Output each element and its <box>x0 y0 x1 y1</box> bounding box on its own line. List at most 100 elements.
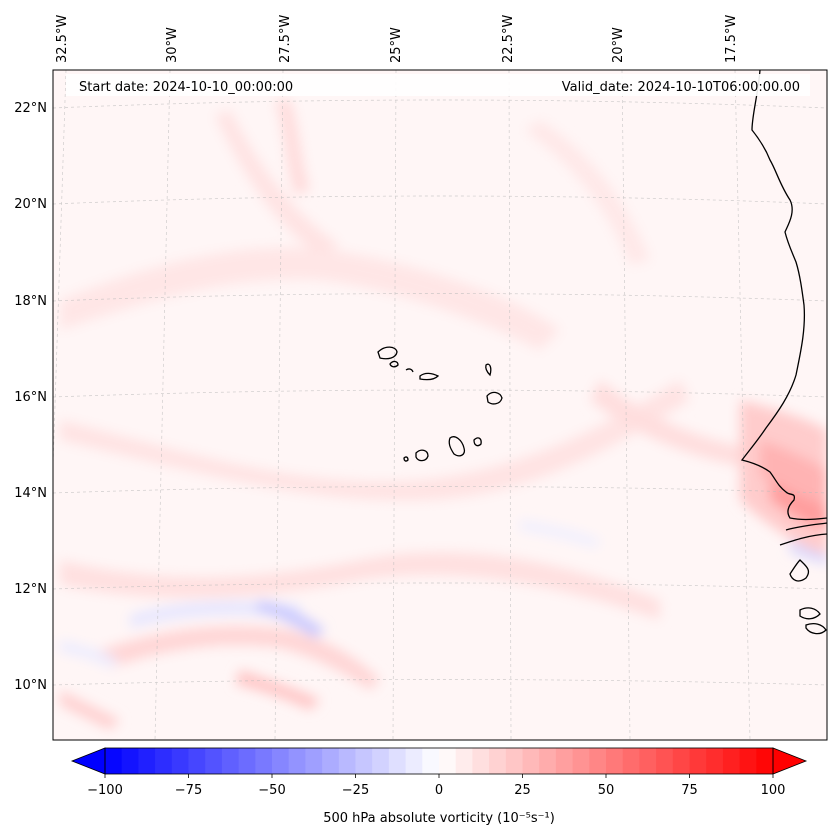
africa-coastline <box>740 70 827 635</box>
island-santo-antao <box>377 346 398 360</box>
colorbar-segment <box>305 748 323 774</box>
lat-label: 10°N <box>14 678 47 693</box>
colorbar: −100 −75 −50 −25 0 25 50 75 100 500 hPa absolute… <box>70 747 808 826</box>
island-santiago <box>448 436 466 457</box>
colorbar-tick-label: 50 <box>598 783 615 798</box>
colorbar-segment <box>722 748 741 774</box>
colorbar-segment <box>756 748 774 774</box>
vorticity-band <box>520 520 600 548</box>
colorbar-segment <box>105 748 123 774</box>
colorbar-segment <box>322 748 340 774</box>
colorbar-segment <box>205 748 223 774</box>
vorticity-band <box>215 110 340 255</box>
colorbar-segment <box>338 748 357 774</box>
colorbar-segment <box>272 748 290 774</box>
island-boa-vista <box>486 391 503 405</box>
colorbar-segment <box>171 748 190 774</box>
map-frame <box>52 69 828 741</box>
vorticity-band <box>590 380 760 470</box>
lat-label: 22°N <box>14 101 47 116</box>
vorticity-field <box>60 100 827 730</box>
vorticity-band <box>235 670 320 710</box>
lon-label: 25°W <box>389 27 404 63</box>
colorbar-segment <box>138 748 156 774</box>
island-brava <box>403 456 409 462</box>
colorbar-ticks: −100 −75 −50 −25 0 25 50 75 100 <box>87 774 785 798</box>
start-date-label: Start date: 2024-10-10_00:00:00 <box>79 80 293 95</box>
island-maio <box>473 437 482 447</box>
vorticity-band <box>60 380 690 501</box>
lon-label: 20°W <box>611 27 626 63</box>
lon-label: 27.5°W <box>278 15 293 63</box>
lat-label: 12°N <box>14 582 47 597</box>
colorbar-segment <box>455 748 473 774</box>
island-sao-vicente <box>389 360 399 368</box>
colorbar-segment <box>355 748 373 774</box>
colorbar-segment <box>689 748 707 774</box>
colorbar-segment <box>639 748 657 774</box>
colorbar-segment <box>656 748 674 774</box>
vorticity-band <box>100 626 380 690</box>
colorbar-segment <box>606 748 624 774</box>
colorbar-segment <box>255 748 273 774</box>
colorbar-segment <box>672 748 691 774</box>
colorbar-segment <box>622 748 640 774</box>
colorbar-tick-label: −100 <box>87 783 123 798</box>
vorticity-band <box>255 600 325 638</box>
colorbar-tick-label: 75 <box>681 783 698 798</box>
vorticity-band <box>770 480 827 530</box>
colorbar-segment <box>505 748 524 774</box>
vorticity-band <box>60 552 660 620</box>
colorbar-segments <box>105 748 774 774</box>
island-sao-nicolau <box>419 372 440 381</box>
colorbar-extend-min <box>70 747 106 775</box>
coastlines <box>377 70 827 635</box>
colorbar-segment <box>539 748 557 774</box>
colorbar-segment <box>405 748 423 774</box>
colorbar-segment <box>372 748 390 774</box>
island-fogo <box>415 449 429 462</box>
colorbar-segment <box>188 748 206 774</box>
colorbar-tick-label: −50 <box>258 783 285 798</box>
vorticity-band <box>525 120 650 265</box>
colorbar-segment <box>288 748 306 774</box>
lat-label: 20°N <box>14 197 47 212</box>
latitude-labels: 22°N 20°N 18°N 16°N 14°N 12°N 10°N <box>14 101 47 693</box>
colorbar-segment <box>439 748 457 774</box>
valid-date-label: Valid_date: 2024-10-10T06:00:00.00 <box>562 80 800 95</box>
colorbar-tick-label: 25 <box>514 783 531 798</box>
colorbar-tick-label: 0 <box>435 783 443 798</box>
lon-label: 32.5°W <box>55 15 70 63</box>
colorbar-segment <box>121 748 139 774</box>
colorbar-extend-max <box>772 747 808 775</box>
lat-label: 14°N <box>14 486 47 501</box>
lon-label: 17.5°W <box>724 15 739 63</box>
colorbar-segment <box>489 748 507 774</box>
map-background <box>53 70 827 740</box>
colorbar-segment <box>422 748 440 774</box>
colorbar-label: 500 hPa absolute vorticity (10⁻⁵s⁻¹) <box>323 811 555 826</box>
longitude-labels: 32.5°W 30°W 27.5°W 25°W 22.5°W 20°W 17.5… <box>55 15 739 63</box>
vorticity-band <box>60 640 120 668</box>
vorticity-band <box>60 247 560 350</box>
date-label-backing <box>66 74 810 96</box>
lat-label: 18°N <box>14 294 47 309</box>
colorbar-tick-label: −25 <box>342 783 369 798</box>
colorbar-segment <box>522 748 540 774</box>
colorbar-segment <box>572 748 590 774</box>
island-sal <box>485 363 492 377</box>
colorbar-segment <box>472 748 490 774</box>
lon-label: 22.5°W <box>501 15 516 63</box>
colorbar-segment <box>739 748 757 774</box>
map-panel[interactable]: Start date: 2024-10-10_00:00:00 Valid_da… <box>44 70 827 740</box>
lat-label: 16°N <box>14 390 47 405</box>
colorbar-segment <box>155 748 173 774</box>
vorticity-band <box>60 690 120 730</box>
colorbar-tick-label: 100 <box>761 783 786 798</box>
colorbar-segment <box>221 748 240 774</box>
colorbar-segment <box>589 748 607 774</box>
colorbar-tick-label: −75 <box>175 783 202 798</box>
graticule <box>53 70 827 740</box>
vorticity-band <box>275 100 310 195</box>
